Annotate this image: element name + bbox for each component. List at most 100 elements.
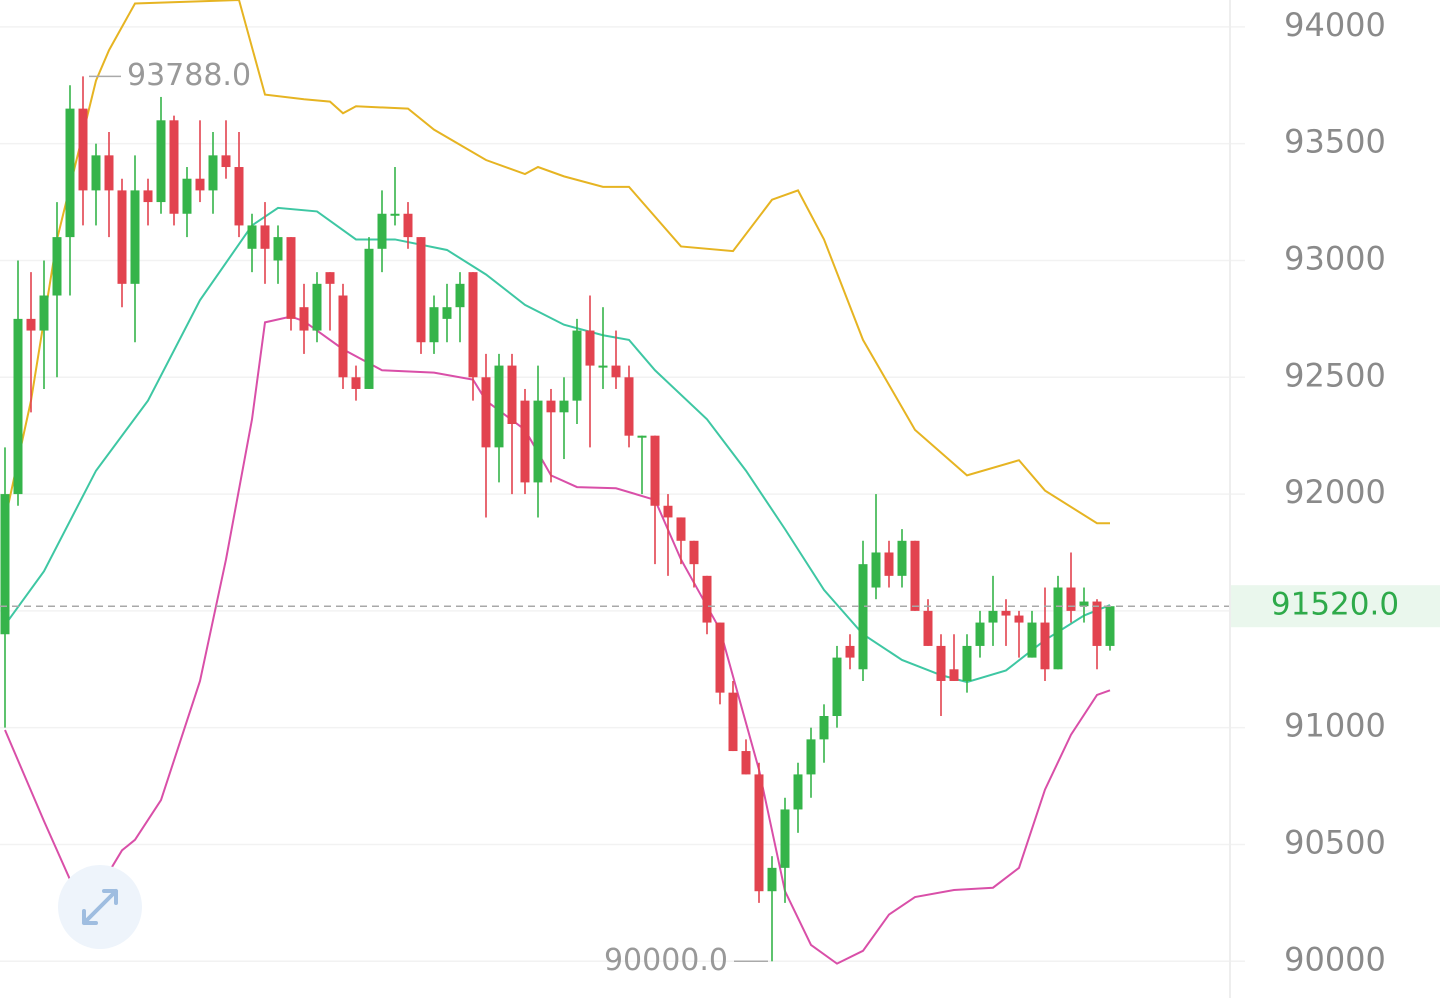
candle-body [312,283,322,331]
candle-body [585,330,595,366]
candle-body [741,751,751,775]
candle-body [0,494,10,635]
last-price-bg [1230,585,1440,628]
expand-button[interactable] [58,865,142,949]
y-tick-label: 90500 [1284,823,1386,861]
candle-body [975,622,985,646]
annotation-label: 90000.0 [604,943,728,978]
candle-body [416,237,426,343]
candle-body [507,365,517,424]
candle-body [377,213,387,249]
candle-body [1014,615,1024,623]
candle-body [1105,606,1115,646]
candle-body [338,295,348,378]
candle-body [195,178,205,191]
candle-body [13,318,23,495]
candle-body [910,540,920,611]
candle-body [455,283,465,308]
candle-body [208,155,218,191]
candle-body [247,225,257,249]
candle-body [169,120,179,214]
candle-body [520,400,530,483]
candle-body [702,575,712,623]
candle-body [689,540,699,565]
candle-body [1092,601,1102,646]
y-tick-label: 94000 [1284,6,1386,44]
candle-body [156,120,166,203]
candle-body [845,645,855,658]
candle-body [1053,587,1063,670]
annotation-label: 93788.0 [127,58,251,93]
candle-body [598,365,608,368]
band-line [4,0,1110,525]
candle-body [572,330,582,401]
candle-body [351,377,361,389]
candle-body [546,400,556,413]
candle-body [130,190,140,284]
candle-body [832,657,842,717]
candle-body [65,108,75,238]
candle-body [780,809,790,868]
candle-body [260,225,270,249]
candle-body [754,774,764,892]
candle-body [26,318,36,331]
candle-body [273,237,283,261]
candle-body [325,272,335,284]
candle-body [494,365,504,448]
y-tick-label: 92000 [1284,473,1386,511]
candle-body [962,645,972,681]
candle-body [624,377,634,436]
candle-body [767,867,777,892]
candle-body [481,377,491,448]
grid [0,26,1245,963]
candle-body [728,692,738,752]
candle-body [988,610,998,623]
candle-body [949,669,959,681]
candle-body [1079,601,1089,607]
candle-body [78,108,88,191]
labels: 9000090500910009150092000925009300093500… [0,6,1440,978]
y-tick-label: 93500 [1284,123,1386,161]
candle-body [923,610,933,646]
candle-body [819,716,829,740]
candle-body [182,178,192,214]
candle-body [104,155,114,191]
y-tick-label: 93000 [1284,239,1386,277]
candle-body [442,307,452,319]
candle-body [897,540,907,576]
y-tick-label: 92500 [1284,356,1386,394]
candle-body [1027,622,1037,658]
candle-body [117,190,127,284]
candle-body [39,295,49,331]
expand-icon[interactable] [82,889,118,925]
candle-body [1040,622,1050,670]
last-price-label: 91520.0 [1271,587,1399,623]
candle-body [663,505,673,518]
candle-body [650,435,660,506]
candle-body [468,272,478,378]
candle-body [52,237,62,296]
candle-body [793,774,803,810]
candle-body [871,552,881,588]
candle-body [221,155,231,168]
candle-body [1066,587,1076,611]
candle-body [676,517,686,541]
band-line [4,315,1111,965]
candle-body [286,237,296,319]
y-tick-label: 90000 [1284,940,1386,978]
candles [0,76,1115,962]
candle-body [429,307,439,343]
candle-body [234,167,244,226]
candle-body [364,248,374,389]
candle-body [858,564,868,670]
candle-body [533,400,543,483]
candle-body [403,213,413,238]
candle-body [806,739,816,775]
candle-body [91,155,101,191]
candle-body [143,190,153,203]
candle-body [936,645,946,681]
candle-body [390,213,400,216]
y-tick-label: 91000 [1284,707,1386,745]
candle-body [637,435,647,438]
candle-body [299,307,309,331]
